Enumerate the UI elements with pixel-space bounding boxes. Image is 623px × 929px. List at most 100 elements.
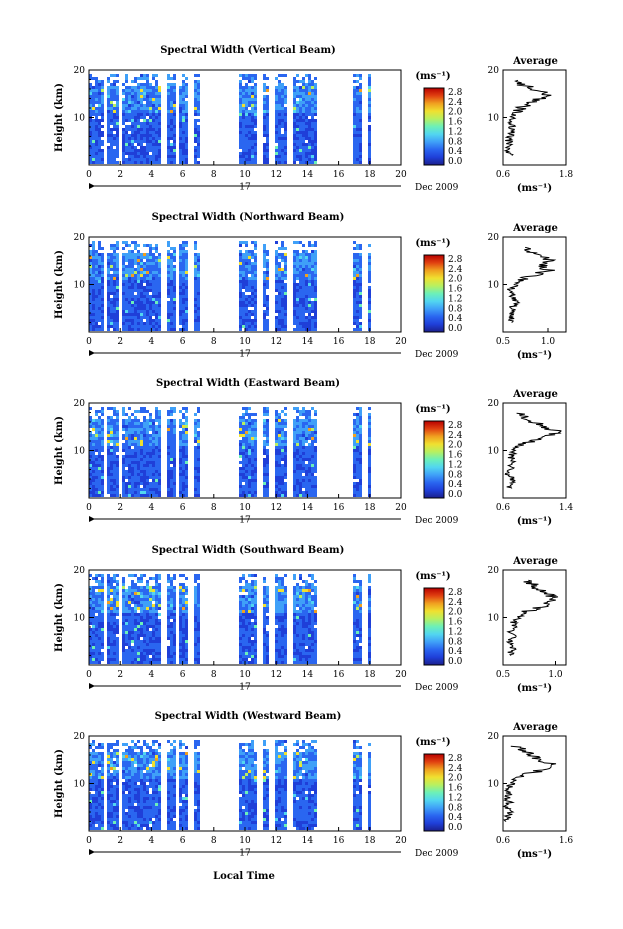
heatmap-cell [89, 301, 92, 304]
heatmap-cell [194, 425, 197, 428]
heatmap-cell [305, 143, 308, 146]
heatmap-cell [149, 428, 152, 431]
heatmap-cell [254, 274, 257, 277]
heatmap-cell [107, 137, 110, 140]
heatmap-cell [281, 155, 284, 158]
heatmap-cell [299, 476, 302, 479]
heatmap-cell [278, 416, 281, 419]
heatmap-cell [305, 455, 308, 458]
heatmap-cell [314, 446, 317, 449]
heatmap-cell [128, 440, 131, 443]
heatmap-cell [311, 119, 314, 122]
heatmap-cell [128, 574, 131, 577]
heatmap-cell [245, 283, 248, 286]
heatmap-cell [143, 443, 146, 446]
heatmap-cell [308, 452, 311, 455]
heatmap-cell [278, 476, 281, 479]
heatmap-cell [182, 265, 185, 268]
heatmap-cell [128, 652, 131, 655]
heatmap-cell [152, 470, 155, 473]
heatmap-cell [158, 125, 161, 128]
heatmap-cell [149, 116, 152, 119]
heatmap-cell [131, 274, 134, 277]
heatmap-cell [149, 452, 152, 455]
heatmap-cell [140, 104, 143, 107]
heatmap-cell [152, 298, 155, 301]
heatmap-cell [194, 119, 197, 122]
heatmap-cell [98, 86, 101, 89]
heatmap-cell [95, 464, 98, 467]
heatmap-cell [314, 419, 317, 422]
heatmap-cell [308, 268, 311, 271]
heatmap-cell [122, 274, 125, 277]
heatmap-cell [263, 431, 266, 434]
heatmap-cell [239, 113, 242, 116]
heatmap-cell [245, 92, 248, 95]
heatmap-cell [356, 271, 359, 274]
heatmap-cell [245, 134, 248, 137]
heatmap-cell [197, 449, 200, 452]
heatmap-cell [122, 455, 125, 458]
heatmap-cell [248, 437, 251, 440]
heatmap-cell [134, 476, 137, 479]
heatmap-cell [293, 119, 296, 122]
heatmap-cell [167, 322, 170, 325]
heatmap-cell [368, 143, 371, 146]
heatmap-cell [137, 271, 140, 274]
heatmap-cell [275, 119, 278, 122]
heatmap-cell [116, 128, 119, 131]
heatmap-cell [95, 649, 98, 652]
heatmap-cell [254, 143, 257, 146]
heatmap-cell [125, 241, 128, 244]
heatmap-cell [89, 467, 92, 470]
heatmap-cell [299, 298, 302, 301]
heatmap-cell [284, 488, 287, 491]
heatmap-cell [263, 434, 266, 437]
heatmap-cell [98, 283, 101, 286]
heatmap-cell [107, 598, 110, 601]
heatmap-cell [194, 244, 197, 247]
heatmap-cell [167, 316, 170, 319]
heatmap-cell [95, 256, 98, 259]
heatmap-cell [158, 259, 161, 262]
heatmap-cell [137, 158, 140, 161]
heatmap-cell [275, 283, 278, 286]
heatmap-cell [302, 119, 305, 122]
heatmap-cell [266, 452, 269, 455]
heatmap-cell [167, 307, 170, 310]
heatmap-cell [125, 425, 128, 428]
heatmap-cell [113, 104, 116, 107]
heatmap-cell [152, 247, 155, 250]
heatmap-cell [110, 247, 113, 250]
heatmap-cell [179, 280, 182, 283]
heatmap-cell [152, 307, 155, 310]
heatmap-cell [242, 256, 245, 259]
heatmap-cell [284, 434, 287, 437]
heatmap-cell [353, 488, 356, 491]
heatmap-cell [353, 419, 356, 422]
heatmap-cell [185, 479, 188, 482]
heatmap-cell [281, 482, 284, 485]
heatmap-cell [311, 449, 314, 452]
heatmap-cell [242, 152, 245, 155]
heatmap-cell [314, 328, 317, 331]
x-tick-label: 12 [270, 503, 281, 513]
heatmap-cell [98, 83, 101, 86]
heatmap-cell [113, 307, 116, 310]
heatmap-cell [101, 95, 104, 98]
heatmap-cell [98, 607, 101, 610]
heatmap-cell [173, 292, 176, 295]
heatmap-cell [113, 598, 116, 601]
heatmap-cell [197, 455, 200, 458]
heatmap-cell [197, 452, 200, 455]
heatmap-cell [356, 482, 359, 485]
heatmap-cell [356, 307, 359, 310]
heatmap-cell [134, 610, 137, 613]
heatmap-cell [131, 437, 134, 440]
heatmap-cell [254, 98, 257, 101]
heatmap-cell [149, 137, 152, 140]
heatmap-cell [182, 494, 185, 497]
heatmap-cell [113, 592, 116, 595]
heatmap-cell [170, 419, 173, 422]
heatmap-cell [254, 131, 257, 134]
